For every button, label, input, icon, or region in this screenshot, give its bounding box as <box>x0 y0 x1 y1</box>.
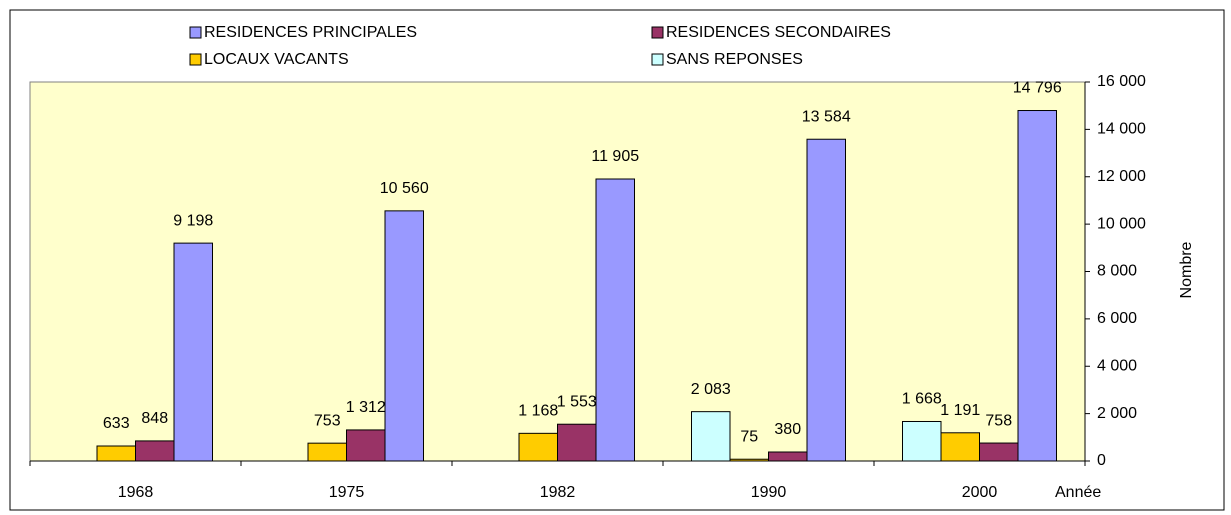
bar <box>173 242 213 462</box>
y-tick-label: 10 000 <box>1097 215 1146 232</box>
bar <box>691 411 731 462</box>
legend-label: SANS REPONSES <box>666 51 803 68</box>
value-label: 633 <box>103 415 130 432</box>
value-label: 11 905 <box>591 148 639 165</box>
value-label: 10 560 <box>380 180 429 197</box>
x-tick-label: 1990 <box>751 484 787 501</box>
y-tick-label: 2 000 <box>1097 405 1137 422</box>
legend-label: RESIDENCES PRINCIPALES <box>204 24 417 41</box>
value-label: 1 312 <box>346 399 386 416</box>
x-tick-label: 1968 <box>118 484 154 501</box>
value-label: 13 584 <box>802 108 851 125</box>
legend-swatch <box>651 53 664 66</box>
y-tick-label: 16 000 <box>1097 73 1146 90</box>
y-tick-label: 6 000 <box>1097 310 1137 327</box>
value-label: 75 <box>740 428 758 445</box>
bar <box>979 442 1019 462</box>
x-tick-label: 1982 <box>540 484 576 501</box>
bar <box>346 429 386 462</box>
bar <box>940 432 980 462</box>
value-label: 2 083 <box>691 381 731 398</box>
bar <box>1017 110 1057 462</box>
bar <box>135 440 175 462</box>
value-label: 1 553 <box>557 393 597 410</box>
bar <box>595 178 635 462</box>
legend-label: LOCAUX VACANTS <box>204 51 349 68</box>
bar <box>557 423 597 462</box>
y-tick-label: 4 000 <box>1097 357 1137 374</box>
legend-swatch <box>189 53 202 66</box>
value-label: 753 <box>314 412 341 429</box>
bar <box>902 420 942 462</box>
value-label: 848 <box>141 410 168 427</box>
value-label: 758 <box>985 412 1012 429</box>
x-tick-label: 1975 <box>329 484 365 501</box>
bar <box>96 445 136 462</box>
value-label: 1 668 <box>902 391 942 408</box>
bar <box>729 458 769 462</box>
value-label: 1 191 <box>940 402 980 419</box>
legend-label: RESIDENCES SECONDAIRES <box>666 24 891 41</box>
x-axis-label: Année <box>1055 484 1101 501</box>
value-label: 9 198 <box>173 212 213 229</box>
value-label: 1 168 <box>518 403 558 420</box>
bar <box>384 210 424 462</box>
bar <box>768 451 808 462</box>
legend-swatch <box>651 26 664 39</box>
y-tick-label: 12 000 <box>1097 168 1146 185</box>
y-axis-label: Nombre <box>1178 241 1195 298</box>
bar <box>307 442 347 462</box>
y-tick-label: 14 000 <box>1097 121 1146 138</box>
bar <box>518 432 558 462</box>
y-tick-label: 8 000 <box>1097 263 1137 280</box>
value-label: 380 <box>774 421 801 438</box>
legend-swatch <box>189 26 202 39</box>
y-tick-label: 0 <box>1097 452 1106 469</box>
bar <box>806 138 846 462</box>
value-label: 14 796 <box>1013 80 1062 97</box>
x-tick-label: 2000 <box>962 484 998 501</box>
